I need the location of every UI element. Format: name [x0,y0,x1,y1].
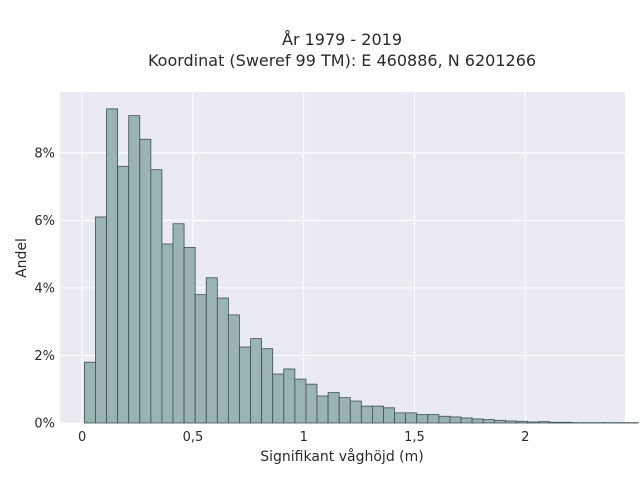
histogram-bar [84,362,95,423]
histogram-bar [428,415,439,423]
histogram-bar [406,413,417,423]
x-axis-title: Signifikant våghöjd (m) [260,448,423,465]
x-tick-label: 0,5 [183,430,204,445]
histogram-bar [372,406,383,423]
histogram-bar [472,419,483,423]
histogram-bar [339,398,350,423]
histogram-bar [228,315,239,423]
histogram-bar [539,422,550,423]
x-tick-label: 0 [78,430,86,445]
y-tick-label: 6% [34,214,55,229]
histogram-bar [217,298,228,423]
chart-title-line-2: Koordinat (Sweref 99 TM): E 460886, N 62… [148,51,536,70]
histogram-bar [195,295,206,423]
histogram-bar [350,401,361,423]
histogram-bar [306,384,317,423]
histogram-bar [107,109,118,423]
histogram-bar [328,393,339,423]
histogram-bar [295,379,306,423]
histogram-bar [129,116,140,423]
y-tick-label: 2% [34,349,55,364]
histogram-bar [251,339,262,423]
histogram-bar [173,224,184,423]
histogram-bar [494,420,505,423]
histogram-bar [395,413,406,423]
histogram-bar [206,278,217,423]
histogram-bar [461,418,472,423]
histogram-bar [361,406,372,423]
histogram-bar [262,349,273,423]
histogram-bar [273,374,284,423]
histogram-bar [239,347,250,423]
histogram-bar [516,421,527,423]
y-tick-label: 0% [34,417,55,432]
y-axis-title: Andel [14,238,30,278]
y-tick-label: 8% [34,146,55,161]
histogram-bar [162,244,173,423]
x-tick-label: 2 [521,430,529,445]
histogram-bar [528,422,539,423]
histogram-bar [383,408,394,423]
histogram-bar [118,166,129,423]
histogram-bar [450,417,461,423]
histogram-bar [550,422,561,423]
histogram-bar [95,217,106,423]
histogram-bar [505,421,516,423]
chart-title-line-1: År 1979 - 2019 [282,30,402,49]
histogram-bar [439,416,450,423]
histogram-bar [561,422,572,423]
x-tick-label: 1,5 [404,430,425,445]
histogram-bar [417,415,428,423]
histogram-bar [317,396,328,423]
y-tick-label: 4% [34,281,55,296]
histogram-bar [140,139,151,423]
histogram-bar [184,247,195,423]
histogram-bar [284,369,295,423]
histogram-bar [483,420,494,423]
histogram-bar [151,170,162,423]
x-tick-label: 1 [300,430,308,445]
